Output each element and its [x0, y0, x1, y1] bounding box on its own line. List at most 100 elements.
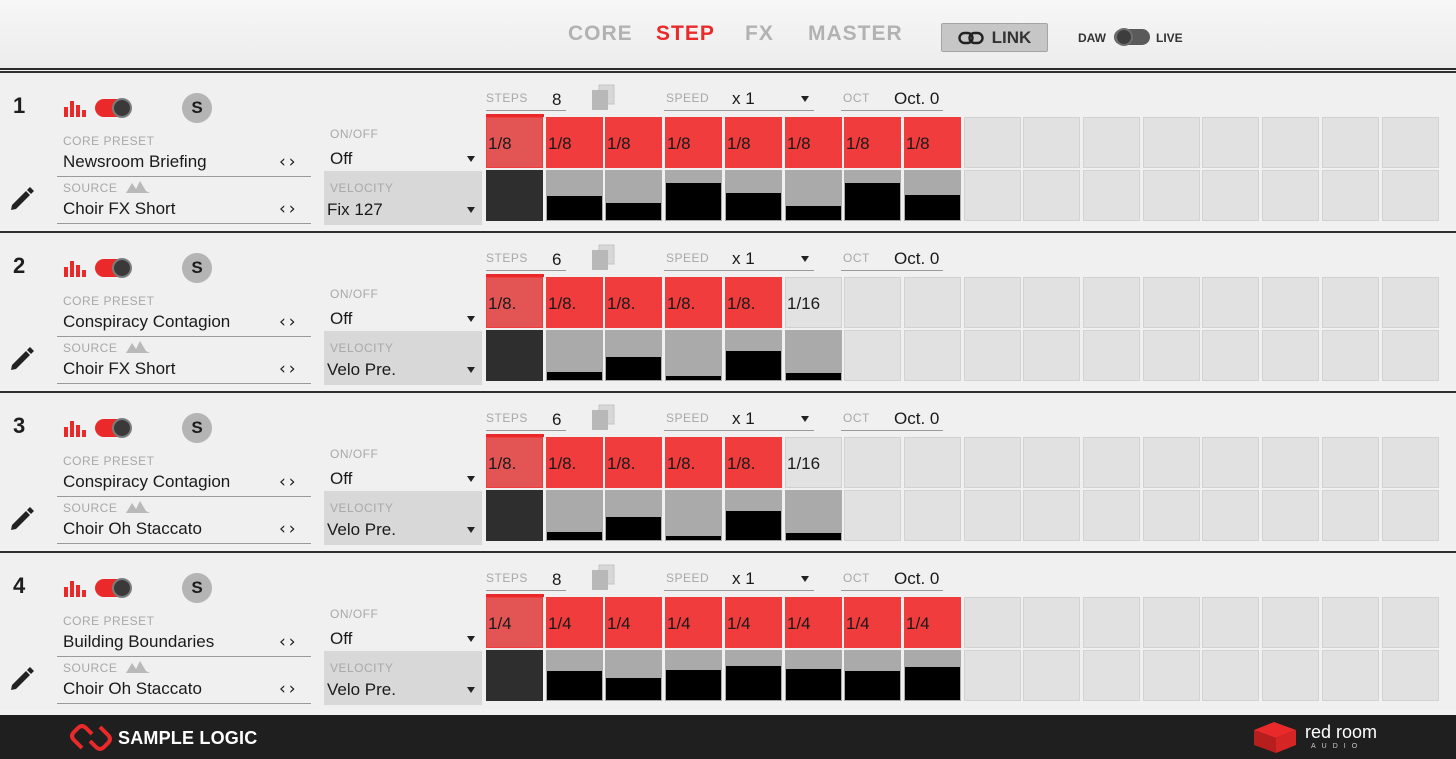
step-note-cell[interactable]: 1/8. — [605, 277, 662, 328]
speed-dropdown-icon[interactable] — [801, 96, 809, 102]
step-velocity-cell[interactable] — [605, 170, 662, 221]
solo-button[interactable]: S — [182, 93, 212, 123]
step-note-cell[interactable] — [1202, 117, 1259, 168]
speed-dropdown-icon[interactable] — [801, 256, 809, 262]
step-velocity-cell[interactable] — [725, 330, 782, 381]
velocity-panel[interactable] — [324, 331, 482, 385]
step-note-cell[interactable] — [1382, 437, 1439, 488]
step-note-cell[interactable]: 1/8. — [665, 277, 722, 328]
step-velocity-cell[interactable] — [844, 170, 901, 221]
step-velocity-cell[interactable] — [1023, 650, 1080, 701]
step-velocity-cell[interactable] — [546, 170, 603, 221]
source-value[interactable]: Choir FX Short — [63, 359, 176, 378]
velocity-select[interactable]: Velo Pre. — [327, 520, 396, 539]
onoff-select[interactable]: Off — [330, 149, 353, 168]
onoff-dropdown-icon[interactable] — [467, 476, 475, 482]
step-velocity-cell[interactable] — [844, 330, 901, 381]
onoff-dropdown-icon[interactable] — [467, 316, 475, 322]
track-power-toggle[interactable] — [95, 418, 132, 438]
step-velocity-cell[interactable] — [546, 650, 603, 701]
step-velocity-cell[interactable] — [964, 490, 1021, 541]
step-velocity-cell[interactable] — [785, 490, 842, 541]
step-velocity-cell[interactable] — [1322, 650, 1379, 701]
velocity-bars-icon[interactable] — [64, 419, 86, 437]
copy-icon[interactable] — [590, 403, 618, 431]
step-note-cell[interactable]: 1/4 — [486, 597, 543, 648]
step-note-cell[interactable] — [1023, 437, 1080, 488]
step-note-cell[interactable] — [1083, 437, 1140, 488]
velocity-dropdown-icon[interactable] — [467, 207, 475, 213]
velocity-dropdown-icon[interactable] — [467, 527, 475, 533]
step-velocity-cell[interactable] — [844, 650, 901, 701]
onoff-select[interactable]: Off — [330, 309, 353, 328]
step-note-cell[interactable]: 1/8. — [605, 437, 662, 488]
step-note-cell[interactable] — [1382, 117, 1439, 168]
velocity-panel[interactable] — [324, 491, 482, 545]
core-preset-value[interactable]: Conspiracy Contagion — [63, 472, 231, 491]
octave-value[interactable]: Oct. 0 — [894, 249, 940, 268]
step-velocity-cell[interactable] — [725, 650, 782, 701]
steps-value[interactable]: 8 — [552, 570, 562, 589]
pencil-edit-icon[interactable] — [8, 505, 36, 533]
velocity-panel[interactable] — [324, 171, 482, 225]
pencil-edit-icon[interactable] — [8, 185, 36, 213]
step-velocity-cell[interactable] — [1322, 490, 1379, 541]
speed-select[interactable]: x 1 — [732, 249, 755, 268]
step-velocity-cell[interactable] — [665, 330, 722, 381]
step-note-cell[interactable] — [1143, 437, 1200, 488]
step-note-cell[interactable]: 1/8. — [546, 277, 603, 328]
step-note-cell[interactable] — [904, 437, 961, 488]
step-velocity-cell[interactable] — [665, 650, 722, 701]
onoff-dropdown-icon[interactable] — [467, 636, 475, 642]
step-note-cell[interactable] — [964, 437, 1021, 488]
tab-step[interactable]: STEP — [656, 22, 715, 45]
step-note-cell[interactable]: 1/8. — [546, 437, 603, 488]
step-velocity-cell[interactable] — [486, 490, 543, 541]
step-velocity-cell[interactable] — [1143, 650, 1200, 701]
step-velocity-cell[interactable] — [1023, 330, 1080, 381]
step-note-cell[interactable]: 1/8. — [486, 437, 543, 488]
step-velocity-cell[interactable] — [1382, 330, 1439, 381]
velocity-bars-icon[interactable] — [64, 579, 86, 597]
octave-value[interactable]: Oct. 0 — [894, 89, 940, 108]
step-velocity-cell[interactable] — [1083, 170, 1140, 221]
step-note-cell[interactable]: 1/8. — [665, 437, 722, 488]
step-velocity-cell[interactable] — [546, 330, 603, 381]
step-note-cell[interactable] — [1322, 437, 1379, 488]
step-velocity-cell[interactable] — [1382, 170, 1439, 221]
step-velocity-cell[interactable] — [665, 490, 722, 541]
step-velocity-cell[interactable] — [546, 490, 603, 541]
step-velocity-cell[interactable] — [1322, 330, 1379, 381]
step-velocity-cell[interactable] — [605, 650, 662, 701]
source-arrows[interactable]: ‹› — [279, 359, 299, 379]
step-note-cell[interactable]: 1/4 — [605, 597, 662, 648]
step-note-cell[interactable]: 1/8 — [725, 117, 782, 168]
tab-core[interactable]: CORE — [568, 22, 633, 45]
core-preset-arrows[interactable]: ‹› — [279, 152, 299, 172]
step-note-cell[interactable] — [1083, 277, 1140, 328]
solo-button[interactable]: S — [182, 573, 212, 603]
step-velocity-cell[interactable] — [1083, 330, 1140, 381]
pencil-edit-icon[interactable] — [8, 345, 36, 373]
step-note-cell[interactable]: 1/8. — [486, 277, 543, 328]
step-note-cell[interactable] — [964, 117, 1021, 168]
step-velocity-cell[interactable] — [785, 170, 842, 221]
step-velocity-cell[interactable] — [1202, 330, 1259, 381]
velocity-select[interactable]: Velo Pre. — [327, 680, 396, 699]
step-velocity-cell[interactable] — [1262, 170, 1319, 221]
step-note-cell[interactable]: 1/4 — [665, 597, 722, 648]
step-velocity-cell[interactable] — [785, 650, 842, 701]
velocity-select[interactable]: Fix 127 — [327, 200, 383, 219]
step-note-cell[interactable] — [1262, 437, 1319, 488]
tab-fx[interactable]: FX — [745, 22, 774, 45]
step-note-cell[interactable] — [844, 277, 901, 328]
step-velocity-cell[interactable] — [964, 650, 1021, 701]
step-velocity-cell[interactable] — [904, 330, 961, 381]
step-velocity-cell[interactable] — [904, 170, 961, 221]
speed-select[interactable]: x 1 — [732, 409, 755, 428]
step-note-cell[interactable] — [1262, 597, 1319, 648]
step-note-cell[interactable] — [904, 277, 961, 328]
link-button[interactable]: LINK — [941, 23, 1048, 52]
source-value[interactable]: Choir Oh Staccato — [63, 519, 202, 538]
step-velocity-cell[interactable] — [1262, 490, 1319, 541]
